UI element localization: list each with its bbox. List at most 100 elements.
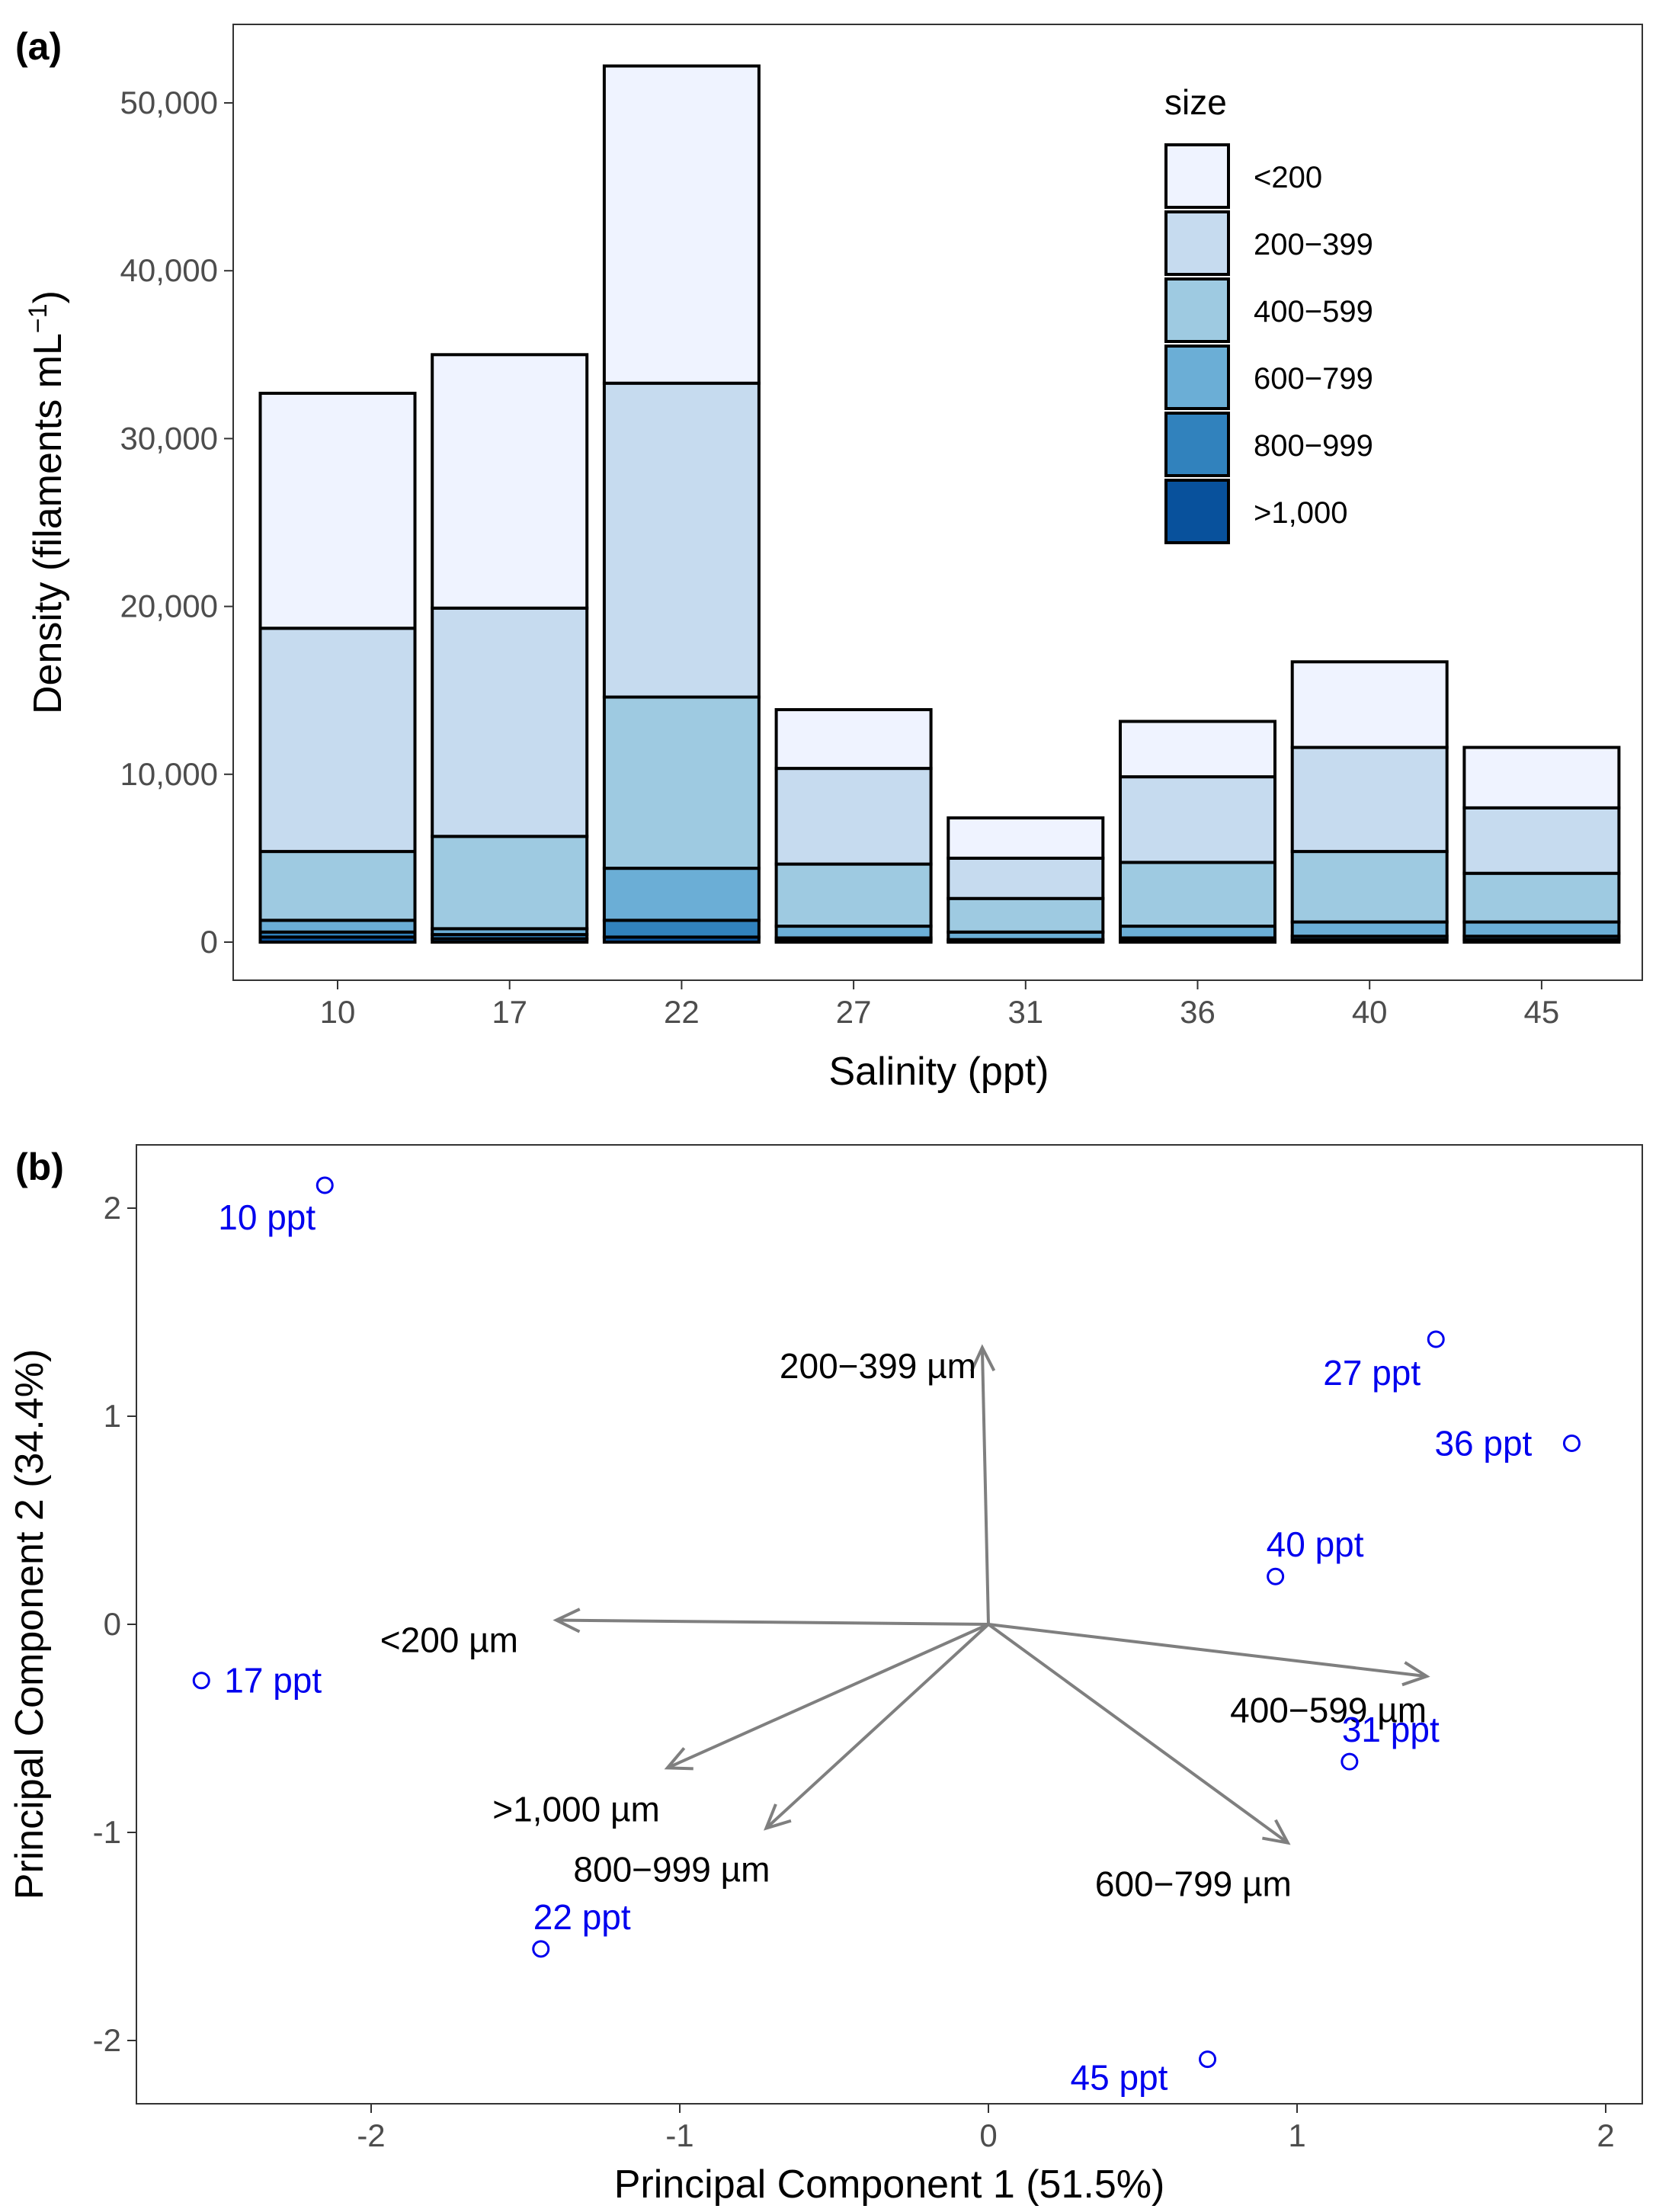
bar-segment (431, 606, 589, 838)
bar-segment (774, 767, 933, 866)
panel-a-bars (258, 64, 1621, 944)
point-label: 17 ppt (224, 1661, 322, 1701)
bar-segment (258, 918, 417, 934)
loading-label: 400−599 µm (1230, 1690, 1427, 1730)
loading-arrow (987, 1623, 1289, 1845)
y-tick-label: 20,000 (120, 588, 218, 624)
score-point (532, 1940, 550, 1958)
point-label: 40 ppt (1267, 1524, 1364, 1564)
y-tick-label: 50,000 (120, 85, 218, 120)
legend-key (1164, 479, 1230, 544)
legend-label: 200−399 (1254, 228, 1373, 261)
x-tick-label: 36 (1180, 994, 1216, 1030)
loading-arrowhead (664, 1747, 693, 1771)
legend-key (1164, 210, 1230, 276)
bar-segment (602, 695, 761, 870)
bar-segment (258, 850, 417, 922)
panel-b-x-axis: -2 -1 0 1 2 (357, 2104, 1615, 2153)
y-tick-label: 0 (104, 1606, 121, 1642)
bar-segment (1462, 745, 1621, 809)
y-tick-label: 30,000 (120, 420, 218, 456)
y-title-superscript: −1 (24, 303, 53, 333)
score-point (1427, 1330, 1445, 1348)
panel-b-x-title: Principal Component 1 (51.5%) (614, 2162, 1165, 2207)
score-point (1199, 2050, 1217, 2069)
score-point (316, 1176, 334, 1194)
y-tick-label: 0 (200, 924, 218, 960)
y-tick-label: 1 (104, 1398, 121, 1434)
bar-segment (774, 925, 933, 940)
bar-segment (1119, 925, 1276, 940)
loading-arrowhead (553, 1608, 581, 1633)
point-label: 45 ppt (1071, 2058, 1168, 2098)
bar-segment (1290, 920, 1449, 938)
x-tick-label: 27 (836, 994, 872, 1030)
bar-segment (947, 816, 1105, 860)
score-point (1562, 1434, 1581, 1452)
panel-a-frame (232, 24, 1643, 981)
point-label: 27 ppt (1323, 1353, 1421, 1393)
x-tick-label: 1 (1288, 2117, 1305, 2153)
y-title-end: ) (26, 290, 70, 303)
legend-label: 800−999 (1254, 429, 1373, 463)
bar-segment (1119, 861, 1276, 928)
loading-arrow (666, 1623, 989, 1770)
bar-segment (1462, 920, 1621, 938)
bar-segment (431, 835, 589, 931)
bar-segment (1462, 806, 1621, 875)
bar-segment (947, 896, 1105, 934)
x-tick-label: 22 (664, 994, 700, 1030)
legend-title: size (1164, 82, 1227, 122)
bar-segment (1119, 775, 1276, 864)
loading-label: 200−399 µm (780, 1346, 976, 1386)
panel-a-y-axis: 0 10,000 20,000 30,000 40,000 50,000 (120, 85, 233, 960)
bar-segment (602, 64, 761, 385)
legend-label: >1,000 (1254, 496, 1347, 530)
panel-a-tag: (a) (15, 25, 62, 68)
loading-arrowhead (1262, 1819, 1291, 1845)
point-label: 36 ppt (1434, 1423, 1532, 1463)
bar-segment (258, 627, 417, 854)
x-tick-label: 45 (1524, 994, 1560, 1030)
loading-arrow (988, 1623, 1427, 1678)
x-tick-label: -1 (665, 2117, 693, 2153)
panel-b-tag: (b) (15, 1146, 64, 1188)
y-title-main: Density (filaments mL (26, 333, 70, 714)
loading-label: <200 µm (380, 1621, 518, 1660)
x-tick-label: 0 (979, 2117, 997, 2153)
x-tick-label: 2 (1597, 2117, 1614, 2153)
loading-arrowhead (969, 1344, 996, 1372)
loading-arrow (765, 1623, 990, 1830)
loading-arrowhead (764, 1803, 792, 1831)
score-point (1267, 1567, 1285, 1585)
panel-b-pca-biplot: (b) -2 -1 0 1 2 -2 -1 0 1 2 200−399 µm <200 µm >1,… (8, 1144, 1643, 2207)
bar-segment (1462, 871, 1621, 924)
y-tick-label: 2 (104, 1190, 121, 1226)
y-tick-label: 40,000 (120, 252, 218, 288)
legend-key (1164, 412, 1230, 477)
x-tick-label: 40 (1352, 994, 1388, 1030)
point-label: 10 ppt (218, 1197, 316, 1237)
loading-label: 800−999 µm (573, 1850, 770, 1890)
bar-segment (602, 918, 761, 939)
y-tick-label: -2 (93, 2022, 121, 2058)
panel-b-y-axis: -2 -1 0 1 2 (93, 1190, 136, 2058)
panel-b-loading-arrows: 200−399 µm <200 µm >1,000 µm 800−999 µm 600−… (380, 1344, 1430, 1904)
panel-a-x-axis: 10 17 22 27 31 36 40 45 (320, 980, 1560, 1030)
y-tick-label: -1 (93, 1814, 121, 1850)
legend-label: <200 (1254, 161, 1322, 194)
x-tick-label: 10 (320, 994, 356, 1030)
bar-segment (774, 862, 933, 928)
loading-arrowhead (1401, 1661, 1430, 1687)
panel-b-points: 10 ppt 17 ppt 22 ppt 27 ppt 31 ppt 36 ppt 40 p… (192, 1176, 1581, 2098)
panel-a-x-title: Salinity (ppt) (829, 1050, 1049, 1094)
bar-segment (1290, 745, 1449, 854)
bar-segment (431, 353, 589, 610)
x-tick-label: 17 (492, 994, 527, 1030)
bar-segment (602, 381, 761, 699)
bar-segment (1119, 720, 1276, 779)
loading-arrow (556, 1618, 989, 1626)
legend-label: 600−799 (1254, 362, 1373, 396)
loading-arrow (980, 1347, 990, 1625)
